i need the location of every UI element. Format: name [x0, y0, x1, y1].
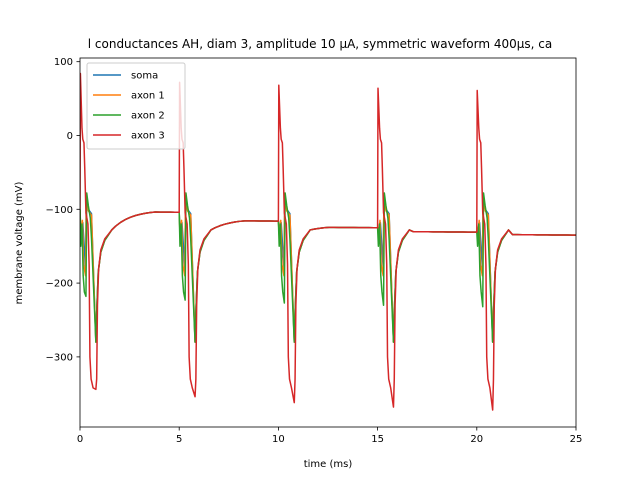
- legend-label: soma: [131, 71, 158, 82]
- legend: soma axon 1 axon 2 axon 3: [86, 62, 186, 150]
- x-tick-label: 20: [470, 434, 483, 445]
- legend-label: axon 1: [131, 91, 165, 102]
- y-tick-label: −100: [46, 205, 73, 216]
- series-line-axon-2: [80, 192, 576, 343]
- legend-box: [86, 62, 186, 150]
- y-axis-label: membrane voltage (mV): [14, 181, 25, 304]
- y-tick-label: 0: [67, 131, 73, 142]
- axes-frame: [79, 57, 577, 428]
- y-tick-label: 100: [54, 57, 73, 68]
- series-line-axon-1: [80, 195, 576, 343]
- series-line-axon-3: [80, 72, 576, 411]
- series-line-soma: [80, 197, 576, 343]
- y-tick-label: −300: [46, 352, 73, 363]
- axes: 0 5 10 15 20 25 100 0 −100 −200 −300: [46, 57, 583, 445]
- chart-title: l conductances AH, diam 3, amplitude 10 …: [88, 37, 552, 51]
- x-tick-label: 25: [570, 434, 583, 445]
- x-axis-label: time (ms): [304, 459, 353, 470]
- x-tick-label: 5: [176, 434, 182, 445]
- x-tick-label: 10: [272, 434, 285, 445]
- plot-area: [80, 72, 576, 411]
- legend-label: axon 3: [131, 131, 165, 142]
- legend-label: axon 2: [131, 111, 165, 122]
- y-tick-label: −200: [46, 279, 73, 290]
- x-tick-label: 0: [77, 434, 83, 445]
- x-tick-label: 15: [371, 434, 384, 445]
